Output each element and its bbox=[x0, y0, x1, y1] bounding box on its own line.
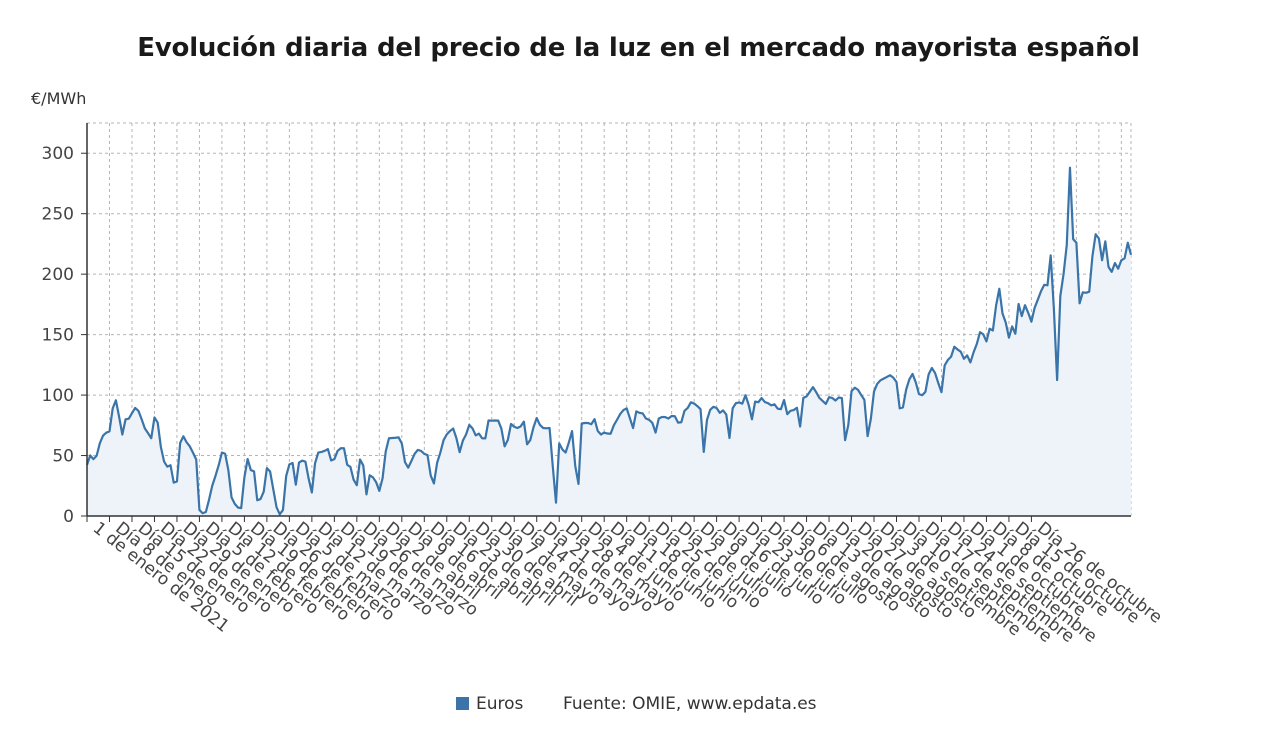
legend-series-label: Euros bbox=[476, 694, 524, 714]
y-tick-label: 50 bbox=[52, 447, 74, 467]
legend: Euros Fuente: OMIE, www.epdata.es bbox=[456, 694, 817, 714]
chart-title: Evolución diaria del precio de la luz en… bbox=[137, 33, 1140, 63]
y-axis: 0 50 100 150 200 250 300 bbox=[42, 144, 87, 527]
y-tick-label: 150 bbox=[42, 326, 74, 346]
grid-lines bbox=[86, 122, 1132, 516]
legend-swatch bbox=[456, 697, 469, 710]
series-area bbox=[87, 167, 1131, 517]
y-unit-label: €/MWh bbox=[31, 89, 86, 108]
y-tick-label: 200 bbox=[42, 265, 74, 285]
legend-source: Fuente: OMIE, www.epdata.es bbox=[563, 694, 817, 714]
series-line-euros bbox=[85, 166, 1133, 516]
y-tick-label: 250 bbox=[42, 205, 74, 225]
y-tick-label: 300 bbox=[42, 144, 74, 164]
plot-area bbox=[85, 123, 1133, 517]
y-tick-label: 100 bbox=[42, 386, 74, 406]
y-tick-label: 0 bbox=[63, 507, 74, 527]
